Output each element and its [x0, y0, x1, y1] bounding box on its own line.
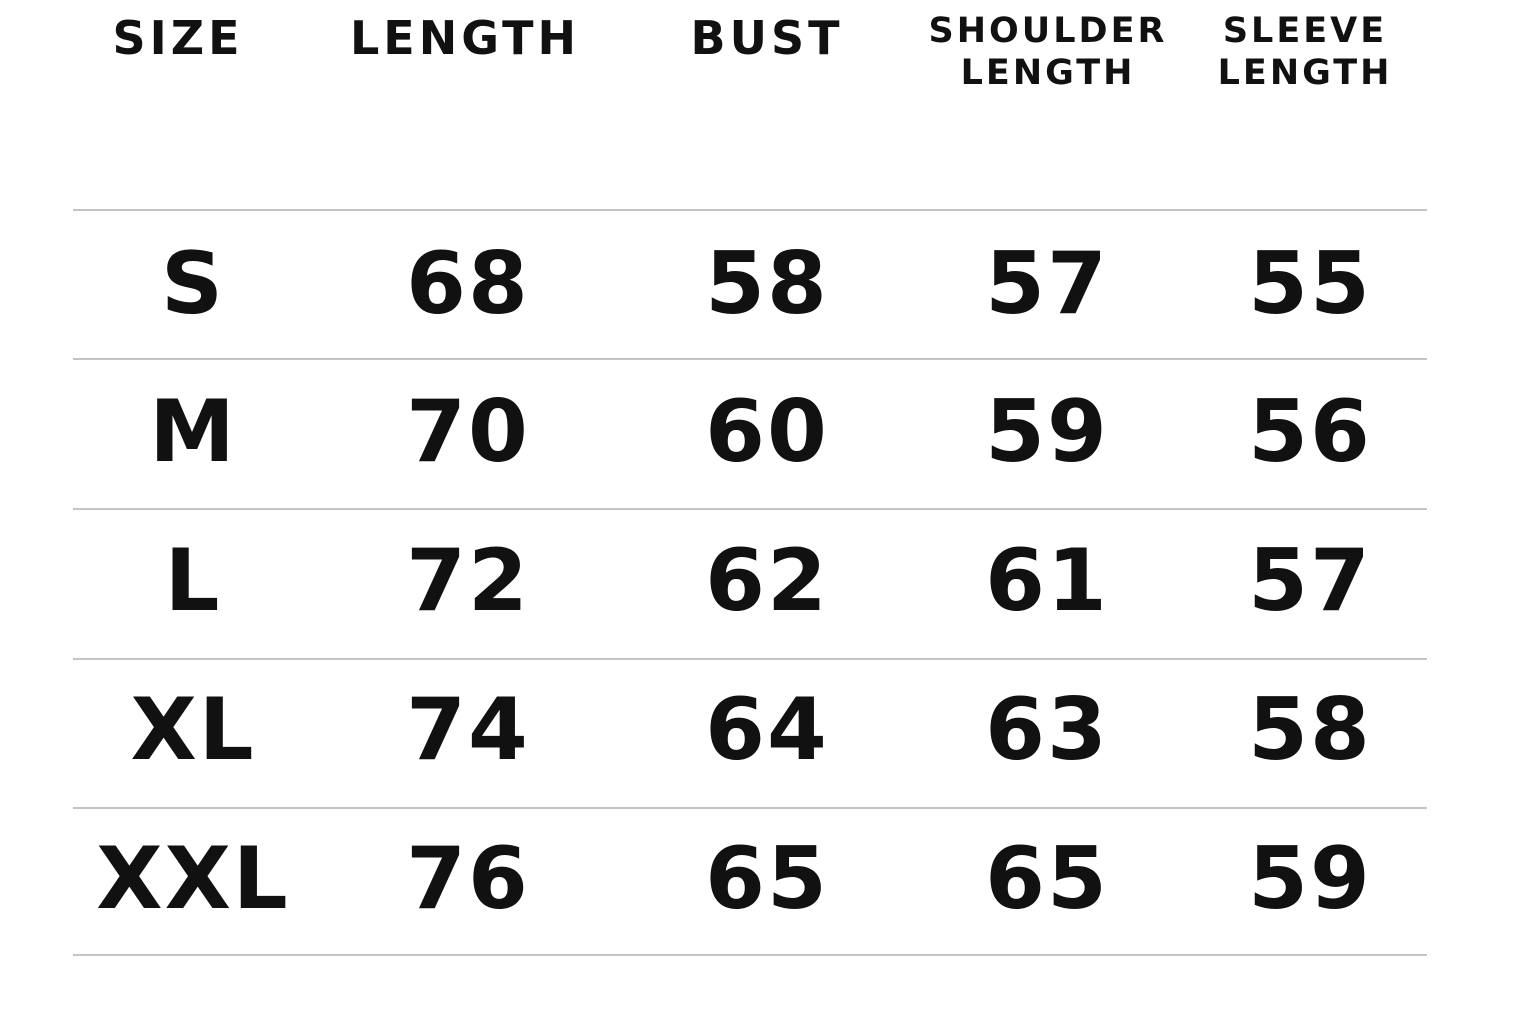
header-bust: BUST	[690, 11, 844, 65]
measurement-cell: 58	[705, 234, 829, 334]
measurement-cell: 68	[406, 234, 530, 334]
measurement-cell: 55	[1248, 234, 1372, 334]
row-divider	[73, 209, 1427, 211]
size-cell: L	[164, 531, 222, 631]
measurement-cell: 57	[1248, 531, 1372, 631]
measurement-cell: 72	[406, 531, 530, 631]
header-shoulder-length: SHOULDER LENGTH	[929, 10, 1168, 94]
size-cell: M	[149, 382, 237, 482]
measurement-cell: 70	[406, 382, 530, 482]
measurement-cell: 60	[705, 382, 829, 482]
size-cell: XL	[130, 680, 256, 780]
measurement-cell: 61	[985, 531, 1109, 631]
header-sleeve-line1: SLEEVE	[1222, 11, 1388, 51]
measurement-cell: 59	[1248, 829, 1372, 929]
header-shoulder-line1: SHOULDER	[928, 11, 1168, 51]
header-size: SIZE	[112, 11, 244, 65]
row-divider	[73, 807, 1427, 809]
measurement-cell: 58	[1248, 680, 1372, 780]
measurement-cell: 64	[705, 680, 829, 780]
header-length: LENGTH	[349, 11, 581, 65]
header-sleeve-line2: LENGTH	[1217, 53, 1393, 93]
row-divider	[73, 658, 1427, 660]
measurement-cell: 65	[705, 829, 829, 929]
measurement-cell: 63	[985, 680, 1109, 780]
header-shoulder-line2: LENGTH	[960, 53, 1136, 93]
row-divider	[73, 358, 1427, 360]
measurement-cell: 59	[985, 382, 1109, 482]
row-divider	[73, 508, 1427, 510]
measurement-cell: 62	[705, 531, 829, 631]
measurement-cell: 74	[406, 680, 530, 780]
measurement-cell: 76	[406, 829, 530, 929]
size-cell: S	[161, 234, 225, 334]
measurement-cell: 57	[985, 234, 1109, 334]
row-divider	[73, 954, 1427, 956]
size-cell: XXL	[96, 829, 290, 929]
measurement-cell: 56	[1248, 382, 1372, 482]
header-sleeve-length: SLEEVE LENGTH	[1218, 10, 1393, 94]
measurement-cell: 65	[985, 829, 1109, 929]
